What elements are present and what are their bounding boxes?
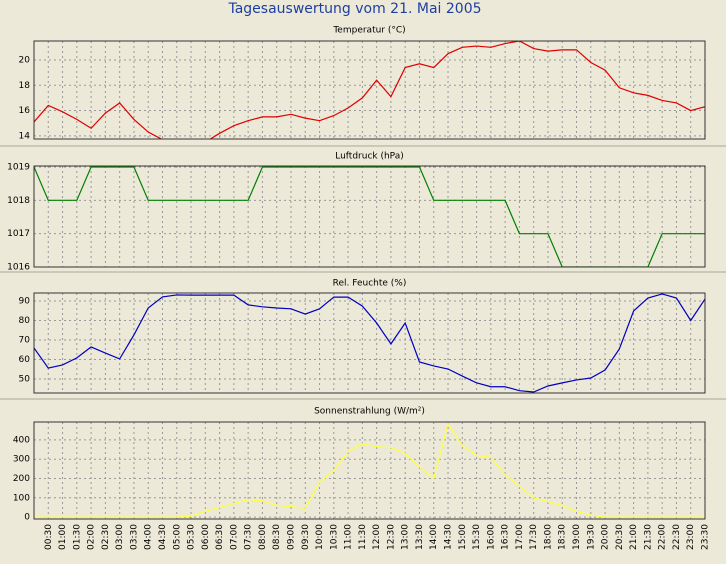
data-line xyxy=(34,41,705,139)
x-tick-label: 03:00 xyxy=(115,524,125,550)
x-tick-label: 16:30 xyxy=(501,524,511,550)
x-tick-label: 06:00 xyxy=(201,524,211,550)
y-tick-label: 50 xyxy=(19,374,31,384)
data-line xyxy=(34,422,705,518)
y-tick-label: 18 xyxy=(19,81,31,91)
x-tick-label: 17:00 xyxy=(515,524,525,550)
x-tick-label: 14:00 xyxy=(429,524,439,550)
x-tick-label: 23:00 xyxy=(686,524,696,550)
x-tick-label: 10:30 xyxy=(329,524,339,550)
y-tick-label: 70 xyxy=(19,335,31,345)
x-tick-label: 02:30 xyxy=(101,524,111,550)
x-tick-label: 15:00 xyxy=(458,524,468,550)
x-tick-label: 21:30 xyxy=(643,524,653,550)
x-tick-label: 20:00 xyxy=(601,524,611,550)
y-tick-label: 14 xyxy=(19,131,31,141)
y-tick-label: 200 xyxy=(13,474,30,484)
x-tick-label: 18:00 xyxy=(543,524,553,550)
x-tick-label: 06:30 xyxy=(215,524,225,550)
x-tick-label: 16:00 xyxy=(486,524,496,550)
x-tick-label: 23:30 xyxy=(701,524,711,550)
x-tick-label: 22:30 xyxy=(672,524,682,550)
x-tick-label: 07:30 xyxy=(244,524,254,550)
x-tick-label: 13:00 xyxy=(401,524,411,550)
x-tick-label: 05:30 xyxy=(187,524,197,550)
y-tick-label: 1017 xyxy=(7,229,30,239)
plot-frame xyxy=(33,292,706,394)
x-tick-label: 15:30 xyxy=(472,524,482,550)
x-tick-label: 19:30 xyxy=(586,524,596,550)
x-tick-label: 09:30 xyxy=(301,524,311,550)
x-tick-label: 22:00 xyxy=(658,524,668,550)
y-tick-label: 300 xyxy=(13,455,30,465)
x-tick-label: 12:30 xyxy=(386,524,396,550)
plot-frame xyxy=(33,40,706,140)
x-tick-label: 11:30 xyxy=(358,524,368,550)
data-line xyxy=(34,166,705,267)
y-tick-label: 1019 xyxy=(7,163,30,173)
plot-frame xyxy=(33,421,706,520)
x-tick-label: 00:30 xyxy=(44,524,54,550)
x-tick-label: 11:00 xyxy=(344,524,354,550)
x-tick-label: 18:30 xyxy=(558,524,568,550)
x-tick-label: 20:30 xyxy=(615,524,625,550)
x-tick-label: 05:00 xyxy=(172,524,182,550)
x-tick-label: 04:30 xyxy=(158,524,168,550)
x-tick-label: 19:00 xyxy=(572,524,582,550)
data-line xyxy=(34,293,705,393)
y-tick-label: 1016 xyxy=(7,263,30,273)
x-tick-label: 04:00 xyxy=(144,524,154,550)
x-tick-label: 08:30 xyxy=(272,524,282,550)
y-tick-label: 90 xyxy=(19,296,31,306)
x-tick-label: 08:00 xyxy=(258,524,268,550)
panel-title: Luftdruck (hPa) xyxy=(335,152,404,162)
x-tick-label: 21:00 xyxy=(629,524,639,550)
y-tick-label: 80 xyxy=(19,316,31,326)
x-tick-label: 10:00 xyxy=(315,524,325,550)
y-tick-label: 1018 xyxy=(7,196,30,206)
plot-frame xyxy=(33,165,706,268)
y-tick-label: 100 xyxy=(13,493,30,503)
x-tick-label: 03:30 xyxy=(129,524,139,550)
y-tick-label: 60 xyxy=(19,355,31,365)
panel-title: Temperatur (°C) xyxy=(332,26,405,36)
x-tick-label: 02:00 xyxy=(87,524,97,550)
y-tick-label: 0 xyxy=(24,513,30,523)
x-tick-label: 17:30 xyxy=(529,524,539,550)
y-tick-label: 400 xyxy=(13,435,30,445)
x-tick-label: 14:30 xyxy=(444,524,454,550)
panel-title: Sonnenstrahlung (W/m²) xyxy=(314,407,425,417)
y-tick-label: 16 xyxy=(19,106,31,116)
x-tick-label: 09:00 xyxy=(286,524,296,550)
panel-title: Rel. Feuchte (%) xyxy=(333,279,407,289)
main-title: Tagesauswertung vom 21. Mai 2005 xyxy=(227,1,481,17)
x-tick-label: 01:00 xyxy=(58,524,68,550)
y-tick-label: 20 xyxy=(19,55,31,65)
x-tick-label: 01:30 xyxy=(72,524,82,550)
x-tick-label: 13:30 xyxy=(415,524,425,550)
x-tick-label: 07:00 xyxy=(229,524,239,550)
x-tick-label: 12:00 xyxy=(372,524,382,550)
